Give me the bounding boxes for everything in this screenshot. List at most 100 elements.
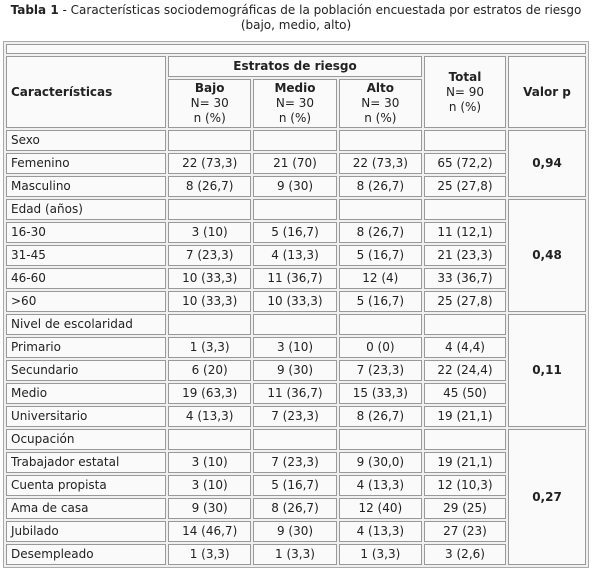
value-cell: 9 (30) (253, 521, 337, 542)
value-cell: 45 (50) (424, 383, 506, 404)
value-cell: 8 (26,7) (168, 176, 252, 197)
row-label: Trabajador estatal (6, 452, 166, 473)
value-cell: 9 (30) (168, 498, 252, 519)
value-cell: 15 (33,3) (338, 383, 422, 404)
row-label: Primario (6, 337, 166, 358)
data-row: Medio 19 (63,3) 11 (36,7) 15 (33,3) 45 (50) (6, 383, 586, 404)
group-row: Nivel de escolaridad 0,11 (6, 314, 586, 427)
group-label: Sexo (6, 130, 166, 151)
data-row: Cuenta propista 3 (10) 5 (16,7) 4 (13,3) 12 … (6, 475, 586, 496)
value-cell: 22 (73,3) (168, 153, 252, 174)
header-row: Características Estratos de riesgo Total N=… (6, 56, 586, 128)
row-label: Masculino (6, 176, 166, 197)
empty-cell (168, 429, 252, 450)
value-cell: 10 (33,3) (168, 268, 252, 289)
value-cell: 7 (23,3) (338, 360, 422, 381)
empty-cell (338, 130, 422, 151)
value-cell: 14 (46,7) (168, 521, 252, 542)
value-cell: 11 (12,1) (424, 222, 506, 243)
header-sub-line: N= 30 (275, 96, 315, 110)
p-value: 0,27 (508, 429, 586, 565)
value-cell: 3 (10) (168, 222, 252, 243)
value-cell: 7 (23,3) (168, 245, 252, 266)
value-cell: 5 (16,7) (253, 475, 337, 496)
header-sub-line: Medio (274, 81, 316, 95)
header-sub-line: N= 30 (190, 96, 229, 110)
caption: Tabla 1 - Características sociodemográfi… (8, 3, 584, 33)
value-cell: 12 (10,3) (424, 475, 506, 496)
value-cell: 4 (13,3) (338, 521, 422, 542)
value-cell: 8 (26,7) (338, 406, 422, 427)
value-cell: 21 (23,3) (424, 245, 506, 266)
value-cell: 10 (33,3) (168, 291, 252, 312)
value-cell: 7 (23,3) (253, 452, 337, 473)
header-sub-line: n (%) (364, 111, 397, 125)
row-label: Femenino (6, 153, 166, 174)
header-sub-line: Alto (366, 81, 395, 95)
value-cell: 8 (26,7) (338, 222, 422, 243)
data-row: Ama de casa 9 (30) 8 (26,7) 12 (40) 29 (25) (6, 498, 586, 519)
header-sub: Medio N= 30 n (%) (253, 79, 337, 128)
value-cell: 3 (2,6) (424, 544, 506, 565)
value-cell: 5 (16,7) (338, 291, 422, 312)
header-row: Bajo N= 30 n (%) Medio N= 30 n (%) Alto N= 30 n … (6, 79, 586, 128)
data-row: 46-60 10 (33,3) 11 (36,7) 12 (4) 33 (36,7) (6, 268, 586, 289)
value-cell: 9 (30) (253, 360, 337, 381)
data-row: Universitario 4 (13,3) 7 (23,3) 8 (26,7) 19 … (6, 406, 586, 427)
value-cell: 21 (70) (253, 153, 337, 174)
value-cell: 27 (23) (424, 521, 506, 542)
value-cell: 1 (3,3) (168, 337, 252, 358)
p-value: 0,94 (508, 130, 586, 197)
row-label: Jubilado (6, 521, 166, 542)
empty-cell (424, 429, 506, 450)
value-cell: 4 (13,3) (338, 475, 422, 496)
value-cell: 7 (23,3) (253, 406, 337, 427)
value-cell: 8 (26,7) (253, 498, 337, 519)
data-row: Jubilado 14 (46,7) 9 (30) 4 (13,3) 27 (23) (6, 521, 586, 542)
value-cell: 3 (10) (253, 337, 337, 358)
caption-label: Tabla 1 (10, 3, 59, 17)
data-row: Desempleado 1 (3,3) 1 (3,3) 1 (3,3) 3 (2,6) (6, 544, 586, 565)
data-row: Trabajador estatal 3 (10) 7 (23,3) 9 (30,0)… (6, 452, 586, 473)
value-cell: 12 (4) (338, 268, 422, 289)
value-cell: 8 (26,7) (338, 176, 422, 197)
header-sub-line: Bajo (194, 81, 225, 95)
header-sub: Bajo N= 30 n (%) (168, 79, 252, 128)
spacer (6, 44, 586, 54)
header-total: Total N= 90 n (%) (424, 56, 506, 128)
header-sub-line: n (%) (278, 111, 312, 125)
data-row: Primario 1 (3,3) 3 (10) 0 (0) 4 (4,4) (6, 337, 586, 358)
header-sub-line: N= 30 (361, 96, 400, 110)
group-row: Edad (años) 0,48 (6, 199, 586, 312)
row-label: Secundario (6, 360, 166, 381)
value-cell: 4 (4,4) (424, 337, 506, 358)
value-cell: 33 (36,7) (424, 268, 506, 289)
data-row: Masculino 8 (26,7) 9 (30) 8 (26,7) 25 (27,8) (6, 176, 586, 197)
group-label: Edad (años) (6, 199, 166, 220)
empty-cell (424, 199, 506, 220)
value-cell: 0 (0) (338, 337, 422, 358)
group-label: Ocupación (6, 429, 166, 450)
value-cell: 22 (73,3) (338, 153, 422, 174)
row-label: Medio (6, 383, 166, 404)
group-row: Ocupación 0,27 (6, 429, 586, 565)
page: Tabla 1 - Características sociodemográfi… (0, 3, 592, 568)
table: Características Estratos de riesgo Total N=… (3, 41, 589, 568)
value-cell: 29 (25) (424, 498, 506, 519)
value-cell: 22 (24,4) (424, 360, 506, 381)
empty-cell (168, 199, 252, 220)
value-cell: 12 (40) (338, 498, 422, 519)
value-cell: 5 (16,7) (338, 245, 422, 266)
value-cell: 5 (16,7) (253, 222, 337, 243)
value-cell: 11 (36,7) (253, 268, 337, 289)
value-cell: 9 (30) (253, 176, 337, 197)
header-sub: Alto N= 30 n (%) (338, 79, 422, 128)
p-value: 0,11 (508, 314, 586, 427)
empty-cell (338, 314, 422, 335)
empty-cell (424, 314, 506, 335)
row-label: Universitario (6, 406, 166, 427)
header-cell: Estratos de riesgo (168, 56, 422, 77)
header-row (6, 44, 586, 54)
header-sub-line: n (%) (193, 111, 226, 125)
empty-cell (253, 314, 337, 335)
